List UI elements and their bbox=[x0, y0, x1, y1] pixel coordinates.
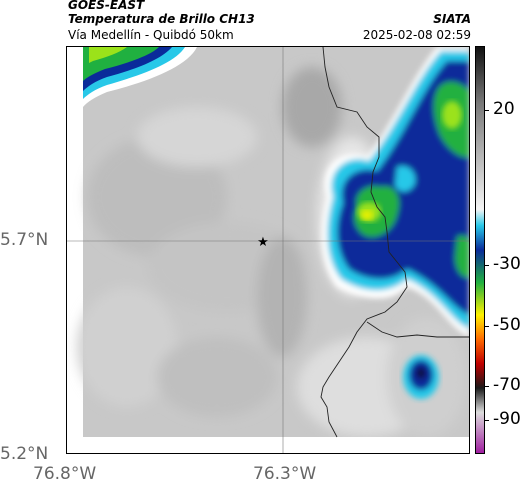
lon-label-76-8: 76.8°W bbox=[33, 464, 97, 484]
core-north-lime bbox=[442, 101, 462, 129]
colorbar-label-minus90: -90 bbox=[493, 409, 521, 429]
organization-label: SIATA bbox=[433, 12, 471, 26]
lat-label-5-7: 5.7°N bbox=[0, 230, 49, 250]
product-subtitle: Temperatura de Brillo CH13 bbox=[68, 12, 255, 26]
brightness-temperature-map: ★ bbox=[67, 47, 469, 453]
product-title: GOES-EAST bbox=[68, 0, 145, 12]
lon-label-76-3: 76.3°W bbox=[253, 464, 317, 484]
cloud-top-left-lime bbox=[89, 47, 127, 63]
map-frame: ★ bbox=[66, 46, 470, 454]
colorbar-label-minus70: -70 bbox=[493, 375, 521, 395]
colorbar-tick-minus30 bbox=[485, 265, 489, 266]
colorbar-tick-minus90 bbox=[485, 420, 489, 421]
colorbar-label-minus50: -50 bbox=[493, 315, 521, 335]
colorbar-label-minus30: -30 bbox=[493, 254, 521, 274]
temperature-colorbar bbox=[475, 46, 485, 454]
timestamp-label: 2025-02-08 02:59 bbox=[362, 28, 471, 42]
coldest-core-yellow bbox=[361, 210, 373, 220]
department-border bbox=[320, 47, 408, 438]
municipal-border bbox=[366, 321, 469, 338]
convective-system-east bbox=[321, 47, 469, 337]
colorbar-tick-20 bbox=[485, 110, 489, 111]
star-icon: ★ bbox=[257, 235, 269, 250]
colorbar-label-20: 20 bbox=[493, 99, 515, 119]
colorbar-tick-minus70 bbox=[485, 386, 489, 387]
lat-label-5-2: 5.2°N bbox=[0, 444, 49, 464]
region-label: Vía Medellín - Quibdó 50km bbox=[68, 28, 234, 42]
colorbar-tick-minus50 bbox=[485, 326, 489, 327]
isolated-storm-cell bbox=[403, 355, 439, 399]
no-data-strip bbox=[83, 437, 469, 453]
